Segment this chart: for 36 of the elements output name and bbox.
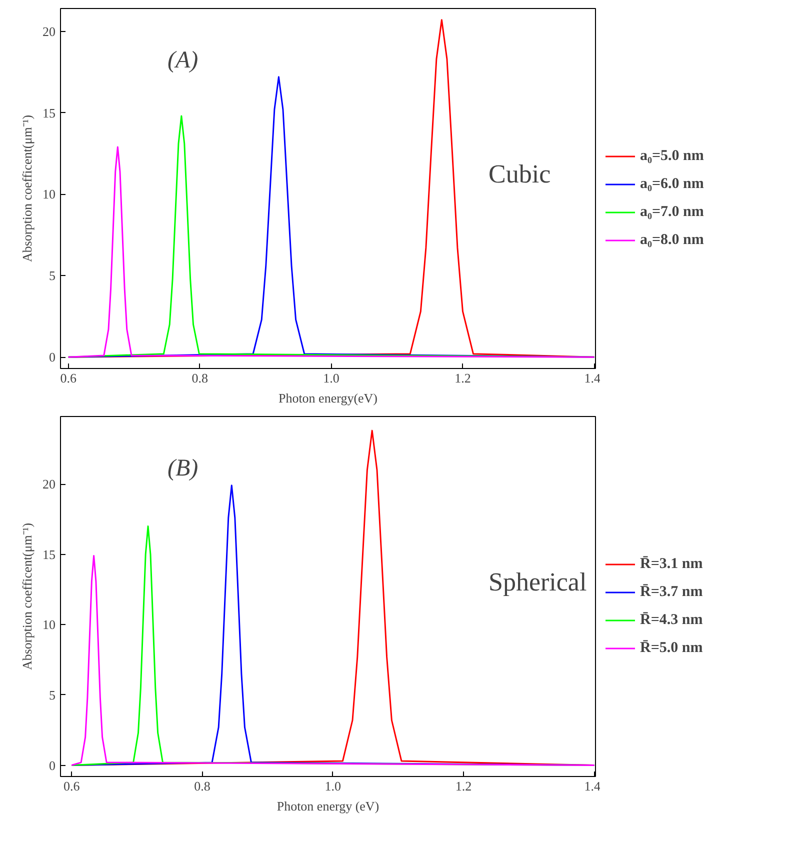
- x-axis-title: Photon energy(eV): [278, 390, 378, 406]
- y-axis-title: Absorption coefficent(μm⁻¹): [20, 114, 34, 262]
- legend-label: a₀=7.0 nm: [640, 204, 704, 220]
- annotation: (A): [168, 47, 198, 74]
- x-tick-label: 1.4: [584, 778, 601, 794]
- x-tick-label: 1.0: [324, 778, 342, 794]
- y-tick-label: 0: [49, 758, 56, 773]
- x-tick-label: 1.0: [323, 370, 340, 386]
- y-tick-label: 5: [49, 268, 56, 284]
- annotation: Spherical: [488, 568, 587, 596]
- legend-label: a₀=8.0 nm: [640, 232, 704, 248]
- x-tick-label: 1.2: [455, 778, 472, 794]
- y-tick-label: 15: [42, 105, 56, 120]
- y-tick-label: 5: [49, 687, 56, 702]
- x-tick-label: 0.8: [192, 370, 208, 386]
- legend-label: R̄=4.3 nm: [640, 612, 703, 628]
- x-tick-label: 0.8: [194, 778, 210, 794]
- legend-label: R̄=3.1 nm: [640, 556, 703, 572]
- x-tick-label: 1.2: [454, 370, 471, 386]
- x-axis-title: Photon energy (eV): [276, 798, 380, 814]
- y-tick-label: 15: [42, 546, 56, 562]
- x-tick-label: 0.6: [60, 370, 78, 386]
- legend-label: R̄=5.0 nm: [640, 640, 703, 656]
- y-axis-title: Absorption coefficent(μm⁻¹): [20, 522, 34, 670]
- legend-label: R̄=3.7 nm: [640, 584, 703, 600]
- y-tick-label: 10: [42, 617, 56, 632]
- x-tick-label: 0.6: [63, 778, 80, 794]
- y-tick-label: 10: [42, 186, 56, 202]
- y-tick-label: 20: [42, 476, 56, 492]
- annotation: Cubic: [488, 160, 551, 188]
- x-tick-label: 1.4: [584, 370, 601, 386]
- annotation: (B): [168, 455, 198, 482]
- y-tick-label: 0: [49, 350, 56, 365]
- legend-label: a₀=5.0 nm: [640, 148, 704, 164]
- legend-label: a₀=6.0 nm: [640, 176, 704, 192]
- y-tick-label: 20: [42, 24, 56, 39]
